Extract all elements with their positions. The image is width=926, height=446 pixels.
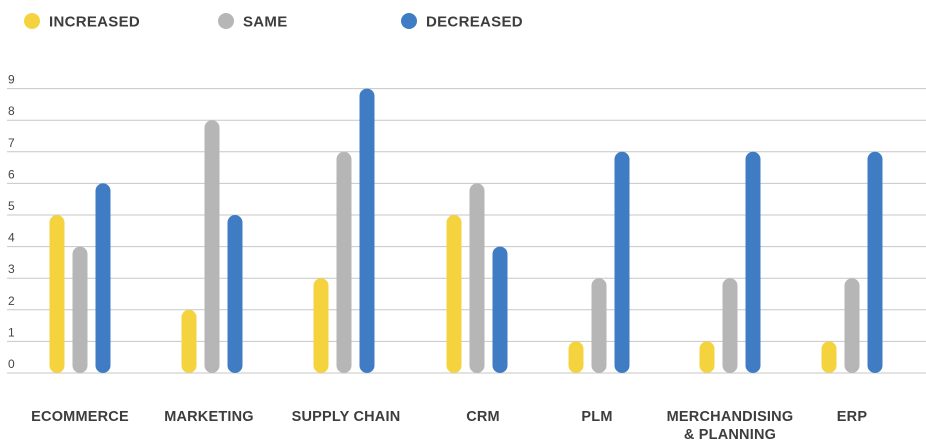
x-category-label-line: ECOMMERCE	[31, 409, 129, 425]
y-tick-label-6: 6	[8, 167, 15, 181]
bar-merchandising-and-planning-same	[722, 278, 738, 373]
bar-supply-chain-increased	[313, 278, 329, 373]
x-category-label-line: CRM	[466, 409, 500, 425]
bar-crm-increased	[446, 215, 462, 373]
legend-marker-increased	[24, 13, 40, 29]
y-tick-label-2: 2	[8, 294, 15, 308]
x-category-label-supply-chain: SUPPLY CHAIN	[292, 409, 401, 425]
bar-supply-chain-decreased	[359, 88, 375, 373]
y-tick-label-0: 0	[8, 357, 15, 371]
x-category-label-line: ERP	[837, 409, 868, 425]
y-tick-label-4: 4	[8, 231, 15, 245]
y-tick-label-3: 3	[8, 262, 15, 276]
bar-plm-decreased	[614, 151, 630, 373]
x-category-label-crm: CRM	[466, 409, 500, 425]
x-category-label-line: MARKETING	[164, 409, 254, 425]
y-axis: 0 1 2 3 4 5 6 7 8 9	[8, 73, 15, 371]
x-category-label-merchandising-and-planning: MERCHANDISING & PLANNING	[667, 409, 794, 443]
legend-label-same: SAME	[243, 14, 288, 31]
legend-label-decreased: DECREASED	[426, 14, 523, 31]
x-category-label-marketing: MARKETING	[164, 409, 254, 425]
bar-crm-decreased	[492, 246, 508, 373]
y-tick-label-1: 1	[8, 325, 15, 339]
bar-erp-same	[844, 278, 860, 373]
x-category-label-line: & PLANNING	[684, 427, 776, 443]
legend-label-increased: INCREASED	[49, 14, 140, 31]
bar-ecommerce-increased	[49, 215, 65, 373]
x-category-label-line: SUPPLY CHAIN	[292, 409, 401, 425]
bar-ecommerce-decreased	[95, 183, 111, 373]
bar-supply-chain-same	[336, 151, 352, 373]
bar-marketing-increased	[181, 309, 197, 373]
x-category-label-line: MERCHANDISING	[667, 409, 794, 425]
legend-marker-same	[218, 13, 234, 29]
bar-plm-increased	[568, 341, 584, 373]
bar-marketing-same	[204, 120, 220, 373]
y-tick-label-9: 9	[8, 73, 15, 87]
x-category-label-line: PLM	[581, 409, 612, 425]
y-tick-label-8: 8	[8, 104, 15, 118]
x-category-label-ecommerce: ECOMMERCE	[31, 409, 129, 425]
bar-crm-same	[469, 183, 485, 373]
bar-merchandising-and-planning-decreased	[745, 151, 761, 373]
legend-item-decreased: DECREASED	[401, 13, 523, 31]
legend-item-increased: INCREASED	[24, 13, 140, 31]
legend-marker-decreased	[401, 13, 417, 29]
gridlines	[7, 88, 926, 374]
bar-erp-increased	[821, 341, 837, 373]
bar-marketing-decreased	[227, 215, 243, 373]
bar-plm-same	[591, 278, 607, 373]
bar-erp-decreased	[867, 151, 883, 373]
bars	[49, 88, 883, 373]
bar-merchandising-and-planning-increased	[699, 341, 715, 373]
y-tick-label-7: 7	[8, 136, 15, 150]
x-category-label-plm: PLM	[581, 409, 612, 425]
y-tick-label-5: 5	[8, 199, 15, 213]
bar-ecommerce-same	[72, 246, 88, 373]
x-axis: ECOMMERCE MARKETING SUPPLY CHAIN CRM PLM MERC…	[31, 409, 867, 443]
legend-item-same: SAME	[218, 13, 288, 31]
x-category-label-erp: ERP	[837, 409, 868, 425]
legend: INCREASED SAME DECREASED	[24, 13, 523, 31]
